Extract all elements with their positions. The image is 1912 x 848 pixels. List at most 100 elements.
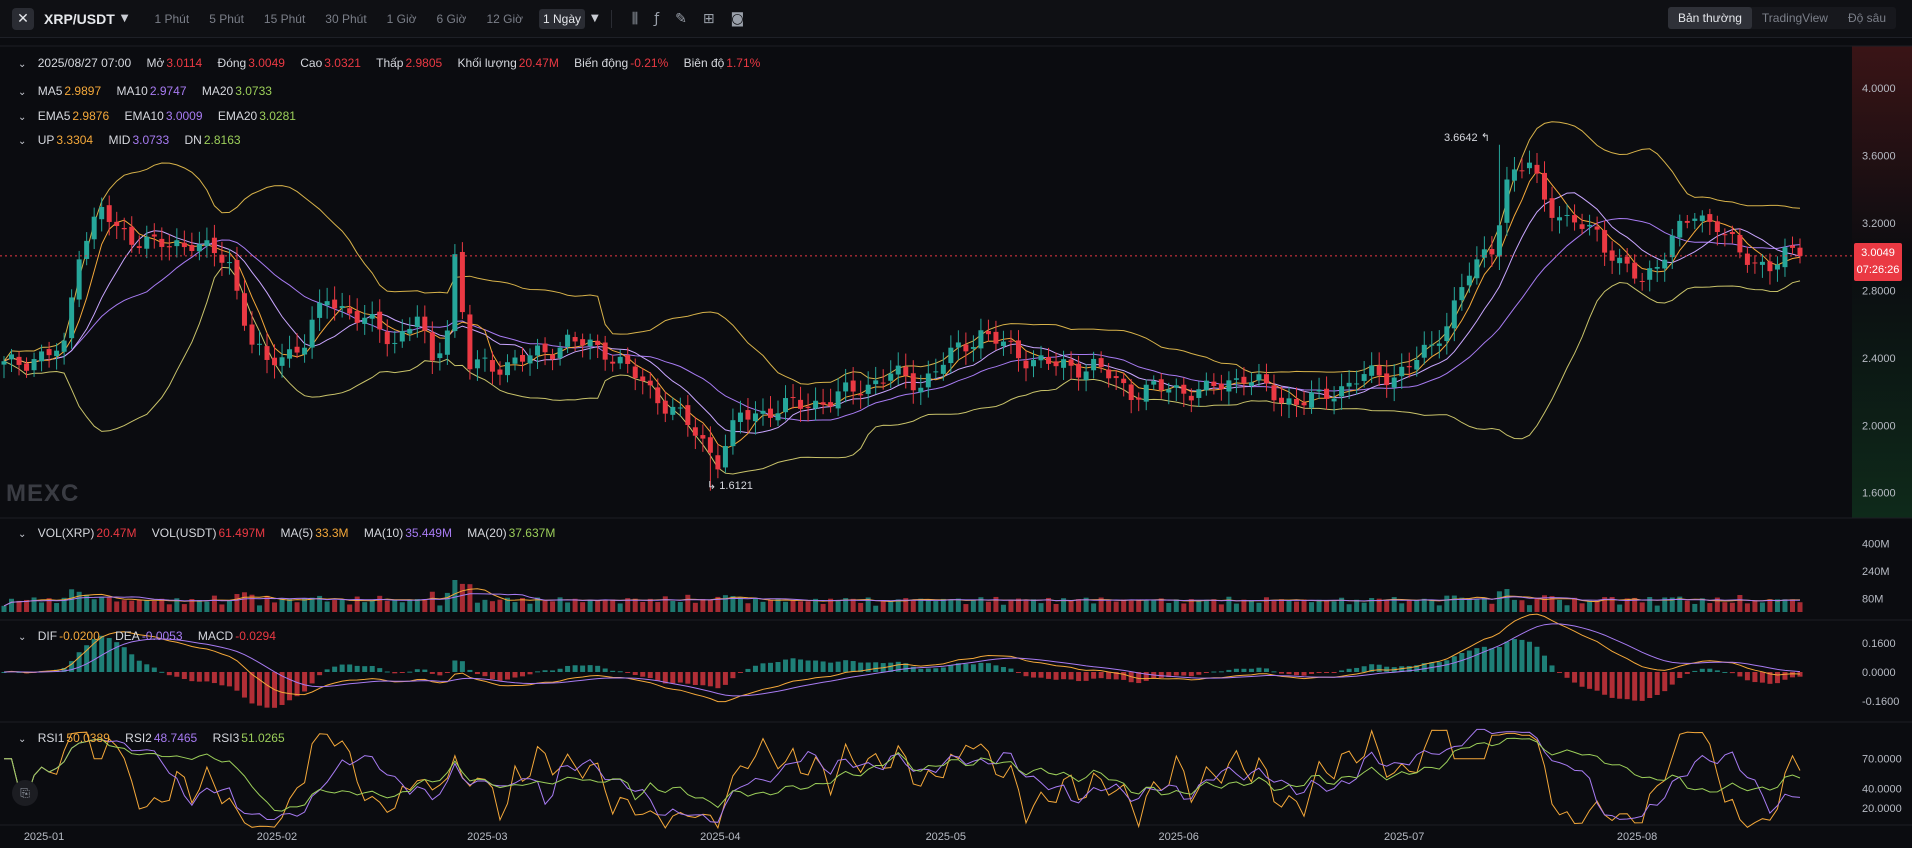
macd-histogram-bar bbox=[241, 672, 247, 698]
macd-histogram-bar bbox=[1000, 667, 1006, 672]
timeframe-6h[interactable]: 6 Giờ bbox=[436, 11, 467, 26]
candle-body bbox=[640, 376, 646, 381]
volume-bar bbox=[550, 601, 556, 612]
vol-usdt-label: VOL(USDT) bbox=[151, 526, 217, 540]
macd-histogram-bar bbox=[632, 672, 638, 676]
macd-histogram-bar bbox=[504, 672, 510, 680]
volume-bar bbox=[1136, 599, 1142, 612]
timeframe-1h[interactable]: 1 Giờ bbox=[386, 11, 417, 26]
low-marker: ↳ 1.6121 bbox=[707, 480, 753, 492]
dea-label: DEA bbox=[115, 629, 140, 643]
macd-histogram-bar bbox=[1158, 672, 1164, 678]
macd-histogram-bar bbox=[69, 661, 75, 672]
chevron-down-icon[interactable]: ⌄ bbox=[18, 112, 27, 123]
time-axis-tick: 2025-02 bbox=[257, 831, 297, 843]
chevron-down-icon[interactable]: ⌄ bbox=[18, 529, 27, 540]
dea-value: -0.0053 bbox=[141, 629, 183, 643]
candle-body bbox=[520, 354, 526, 362]
volume-bar bbox=[1324, 600, 1330, 612]
volume-bar bbox=[790, 599, 796, 612]
volume-bar bbox=[527, 603, 533, 612]
mode-standard[interactable]: Bản thường bbox=[1667, 7, 1752, 29]
candle-body bbox=[1624, 256, 1630, 264]
candle-body bbox=[1000, 341, 1006, 347]
volume-bar bbox=[1639, 602, 1645, 612]
candle-body bbox=[1692, 218, 1698, 221]
candle-body bbox=[392, 342, 398, 344]
timeframe-1d[interactable]: 1 Ngày bbox=[539, 8, 586, 29]
timeframe-12h[interactable]: 12 Giờ bbox=[486, 11, 523, 26]
timeframe-5m[interactable]: 5 Phút bbox=[209, 11, 244, 26]
volume-bar bbox=[399, 602, 405, 612]
candle-body bbox=[1414, 360, 1420, 370]
timeframe-chevron-down-icon[interactable]: ▼ bbox=[591, 13, 599, 24]
candle-body bbox=[1113, 376, 1119, 379]
candle-body bbox=[99, 206, 105, 220]
open-value: 3.0114 bbox=[166, 56, 203, 70]
macd-histogram-bar bbox=[963, 663, 969, 672]
candle-body bbox=[249, 324, 255, 345]
candle-body bbox=[722, 446, 728, 468]
candle-body bbox=[948, 347, 954, 364]
timeframe-15m[interactable]: 15 Phút bbox=[263, 11, 306, 26]
candle-body bbox=[1662, 259, 1668, 269]
candle-body bbox=[399, 331, 405, 342]
candle-body bbox=[978, 330, 984, 349]
chevron-down-icon[interactable]: ⌄ bbox=[18, 87, 27, 98]
candle-body bbox=[527, 355, 533, 364]
macd-histogram-bar bbox=[294, 672, 300, 697]
layout-icon[interactable]: ⊞ bbox=[702, 10, 715, 27]
macd-histogram-bar bbox=[1106, 672, 1112, 680]
volume-bar bbox=[1744, 603, 1750, 612]
volume-bar bbox=[662, 596, 668, 612]
timeframe-30m[interactable]: 30 Phút bbox=[325, 11, 367, 26]
volume-bar bbox=[850, 598, 856, 612]
volume-bar bbox=[106, 597, 112, 612]
volume-bar bbox=[1526, 605, 1532, 612]
macd-histogram-bar bbox=[1076, 672, 1082, 682]
candle-body bbox=[1504, 179, 1510, 223]
exchange-logo-icon[interactable]: ✕ bbox=[12, 7, 34, 30]
chart-settings-icon[interactable]: ⎘ bbox=[12, 780, 38, 806]
indicator-icon[interactable]: ⫼ bbox=[631, 10, 639, 27]
chevron-down-icon[interactable]: ⌄ bbox=[18, 734, 27, 745]
volume-bar bbox=[1594, 600, 1600, 612]
candle-body bbox=[1233, 378, 1239, 380]
macd-histogram-bar bbox=[287, 672, 293, 701]
chevron-down-icon[interactable]: ⌄ bbox=[18, 136, 27, 147]
volume-bar bbox=[1038, 603, 1044, 612]
volume-bar bbox=[1564, 605, 1570, 612]
symbol-selector[interactable]: XRP/USDT bbox=[44, 10, 115, 27]
volume-bar bbox=[933, 601, 939, 612]
candle-body bbox=[1008, 340, 1014, 342]
candle-body bbox=[963, 344, 969, 352]
volume-bar bbox=[1572, 597, 1578, 612]
volume-bar bbox=[196, 600, 202, 612]
chevron-down-icon[interactable]: ▼ bbox=[120, 13, 129, 24]
candle-body bbox=[459, 251, 465, 313]
volume-bar bbox=[1158, 598, 1164, 612]
macd-histogram-bar bbox=[1639, 672, 1645, 701]
low-label: Thấp bbox=[376, 56, 404, 70]
chevron-down-icon[interactable]: ⌄ bbox=[18, 59, 27, 70]
macd-histogram-bar bbox=[820, 661, 826, 672]
macd-histogram-bar bbox=[1421, 663, 1427, 672]
macd-histogram-bar bbox=[1474, 648, 1480, 672]
camera-icon[interactable]: ◙ bbox=[730, 10, 745, 27]
open-label: Mở bbox=[146, 56, 165, 70]
candle-body bbox=[880, 382, 886, 384]
macd-histogram-bar bbox=[1602, 672, 1608, 695]
chevron-down-icon[interactable]: ⌄ bbox=[18, 632, 27, 643]
candle-body bbox=[1309, 392, 1315, 408]
pencil-icon[interactable]: ✎ bbox=[675, 10, 687, 27]
mode-depth[interactable]: Độ sâu bbox=[1847, 11, 1886, 25]
mode-tradingview[interactable]: TradingView bbox=[1761, 11, 1828, 25]
candle-body bbox=[24, 363, 30, 371]
timeframe-1m[interactable]: 1 Phút bbox=[154, 11, 190, 26]
price-axis-tick: 2.0000 bbox=[1862, 420, 1896, 432]
macd-histogram-bar bbox=[166, 672, 172, 676]
macd-histogram-bar bbox=[211, 672, 217, 684]
macd-histogram-bar bbox=[1789, 672, 1795, 678]
function-icon[interactable]: ƒ bbox=[654, 10, 660, 27]
